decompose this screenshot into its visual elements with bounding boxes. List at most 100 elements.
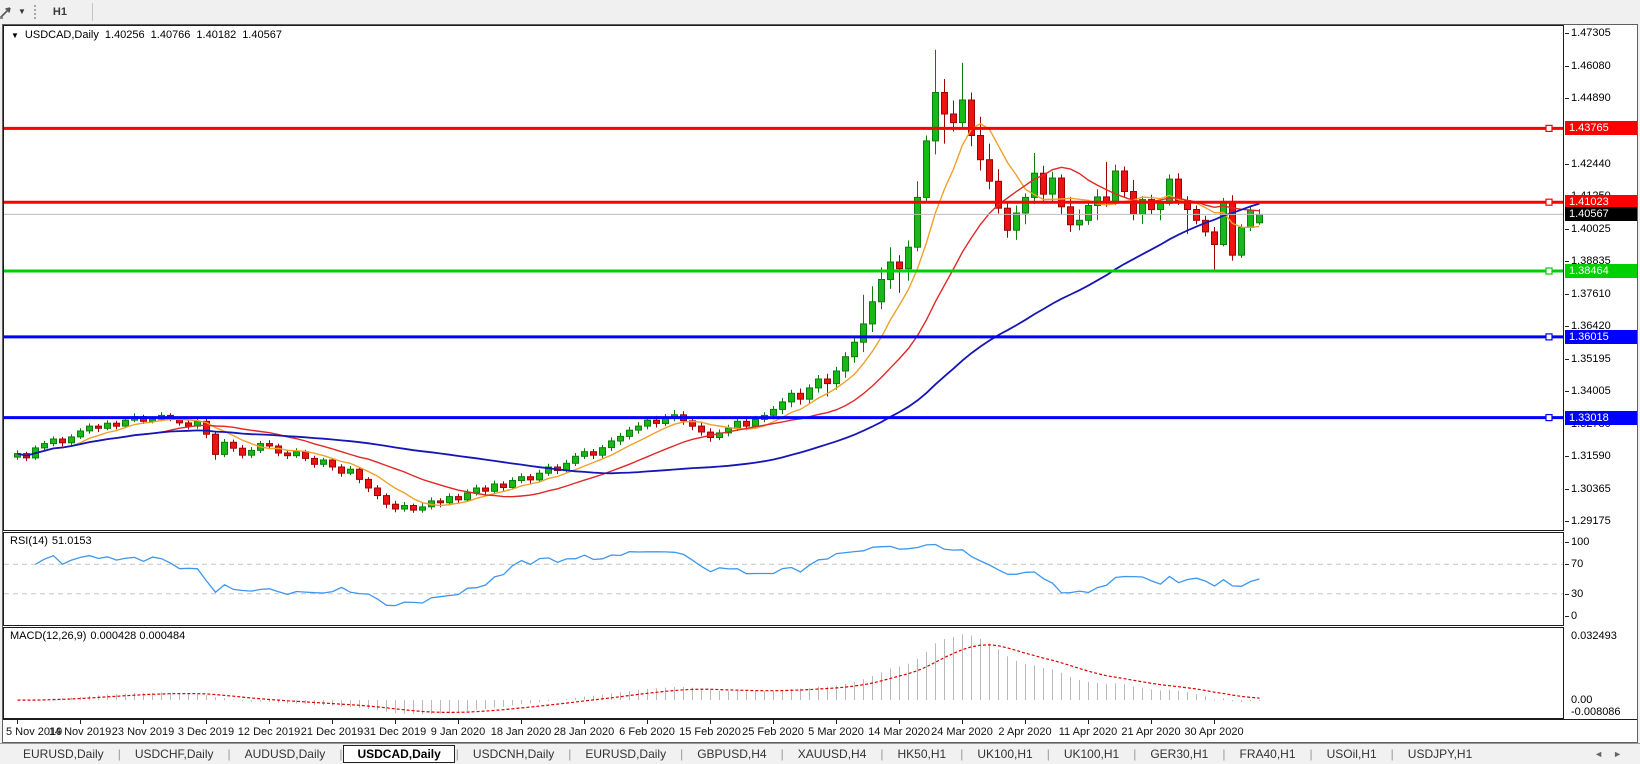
tab-divider: | [568,747,572,761]
date-label: 14 Mar 2020 [868,726,930,738]
tab-scroll-right-icon[interactable]: ► [1613,749,1632,759]
price-tick-label: 1.37610 [1571,288,1611,300]
price-axis[interactable]: 1.473051.460801.448901.436651.424401.412… [1565,25,1637,719]
chart-symbol: USDCAD,Daily [24,29,99,41]
tab-divider: | [117,747,121,761]
date-tick-mark [899,720,900,724]
toolbar: ▼ M1M5M15M30H1H4D1W1MN [0,0,1640,90]
tab-divider: | [227,747,231,761]
macd-axis-label: -0.008086 [1571,706,1621,718]
tab-divider: | [780,747,784,761]
chart-tab-uk100-h1[interactable]: UK100,H1 [1063,747,1120,761]
candlestick-series [14,49,1263,513]
price-tick-label: 1.40025 [1571,223,1611,235]
chart-open: 1.40256 [104,29,145,41]
chart-tab-usdcnh-daily[interactable]: USDCNH,Daily [472,747,555,761]
line-anchor-handle[interactable] [1545,124,1553,133]
price-tick-label: 1.31590 [1571,450,1611,462]
date-tick-mark [17,720,18,724]
date-tick-mark [1214,720,1215,724]
line-anchor-handle[interactable] [1545,414,1553,422]
chart-tab-usdcad-daily[interactable]: USDCAD,Daily [343,745,455,763]
date-tick-mark [206,720,207,724]
tab-divider: | [680,747,684,761]
candlestick-chart[interactable] [4,26,1563,530]
toolbar-grip-handle[interactable] [33,4,36,19]
tab-scroll-arrows: ◄► [1594,749,1632,759]
price-tick-mark [1565,164,1569,165]
rsi-level-label: 70 [1571,558,1584,570]
chart-tab-ger30-h1[interactable]: GER30,H1 [1150,747,1209,761]
tab-divider: | [339,747,343,761]
tab-divider: | [1309,747,1313,761]
date-label: 21 Apr 2020 [1121,726,1181,738]
tab-divider: | [1222,747,1226,761]
date-label: 18 Jan 2020 [490,726,552,738]
rsi-level-label: 0 [1571,610,1578,622]
price-tag-1.38464: 1.38464 [1565,264,1637,278]
date-label: 5 Nov 2019 [6,726,63,738]
chart-tab-usoil-h1[interactable]: USOil,H1 [1326,747,1377,761]
chart-dropdown-icon[interactable]: ▼ [11,30,19,40]
line-anchor-handle[interactable] [1545,198,1553,206]
toolbar-separator [92,2,94,21]
date-tick-mark [143,720,144,724]
chart-tab-uk100-h1[interactable]: UK100,H1 [977,747,1033,761]
chart-tab-usdchf-daily[interactable]: USDCHF,Daily [134,747,214,761]
price-tick-label: 1.30365 [1571,483,1611,495]
date-label: 15 Feb 2020 [679,726,741,738]
price-tag-1.40567: 1.40567 [1565,207,1637,221]
date-label: 30 Apr 2020 [1184,726,1244,738]
rsi-tick-mark [1565,542,1569,543]
date-label: 12 Dec 2019 [237,726,301,738]
rsi-tick-mark [1565,564,1569,565]
chart-tab-audusd-daily[interactable]: AUDUSD,Daily [244,747,326,761]
date-tick-mark [458,720,459,724]
price-tick-mark [1565,489,1569,490]
line-anchor-handle[interactable] [1545,267,1553,275]
chart-tab-gbpusd-h4[interactable]: GBPUSD,H4 [697,747,767,761]
chart-tab-usdjpy-h1[interactable]: USDJPY,H1 [1407,747,1473,761]
date-label: 25 Feb 2020 [742,726,804,738]
chart-high: 1.40766 [150,29,191,41]
line-anchor-handle[interactable] [1545,333,1553,341]
chart-tab-eurusd-daily[interactable]: EURUSD,Daily [23,747,104,761]
date-label: 11 Apr 2020 [1058,726,1118,738]
crosshair-tool-icon[interactable] [0,4,16,20]
chart-tab-eurusd-daily[interactable]: EURUSD,Daily [585,747,667,761]
date-label: 2 Apr 2020 [998,726,1052,738]
rsi-panel[interactable]: RSI(14) 51.0153 [3,532,1564,626]
price-chart-panel[interactable]: ▼ USDCAD,Daily 1.40256 1.40766 1.40182 1… [3,25,1564,531]
tab-divider: | [455,747,459,761]
macd-axis-label: 0.032493 [1571,630,1617,642]
tab-divider: | [880,747,884,761]
chart-tabs: EURUSD,Daily | USDCHF,Daily | AUDUSD,Daily | U… [10,745,1485,763]
rsi-tick-mark [1565,616,1569,617]
price-tag-1.36015: 1.36015 [1565,330,1637,344]
rsi-value: 51.0153 [51,535,92,547]
tab-divider: | [1390,747,1394,761]
date-label: 23 Nov 2019 [111,726,175,738]
macd-chart[interactable] [4,628,1563,718]
date-tick-mark [1151,720,1152,724]
price-tick-mark [1565,521,1569,522]
price-tick-label: 1.34005 [1571,385,1611,397]
price-tick-label: 1.47305 [1571,27,1611,39]
price-tick-label: 1.36420 [1571,320,1611,332]
date-label: 6 Feb 2020 [619,726,675,738]
price-tick-label: 1.44890 [1571,92,1611,104]
tab-scroll-left-icon[interactable]: ◄ [1594,749,1614,759]
chart-tab-fra40-h1[interactable]: FRA40,H1 [1239,747,1296,761]
timeframe-button-h1[interactable]: H1 [52,5,67,18]
rsi-chart[interactable] [4,533,1563,625]
tool-dropdown-caret-icon[interactable]: ▼ [18,7,26,16]
price-tick-mark [1565,326,1569,327]
macd-values: 0.000428 0.000484 [90,630,186,642]
chart-tab-bar: EURUSD,Daily | USDCHF,Daily | AUDUSD,Daily | U… [0,743,1640,764]
price-tick-mark [1565,294,1569,295]
date-axis[interactable]: 5 Nov 2019 14 Nov 2019 23 Nov 2019 3 Dec 20… [3,719,1637,742]
chart-tab-hk50-h1[interactable]: HK50,H1 [897,747,947,761]
macd-panel[interactable]: MACD(12,26,9) 0.000428 0.000484 [3,627,1564,719]
price-tick-mark [1565,456,1569,457]
chart-tab-xauusd-h4[interactable]: XAUUSD,H4 [797,747,867,761]
